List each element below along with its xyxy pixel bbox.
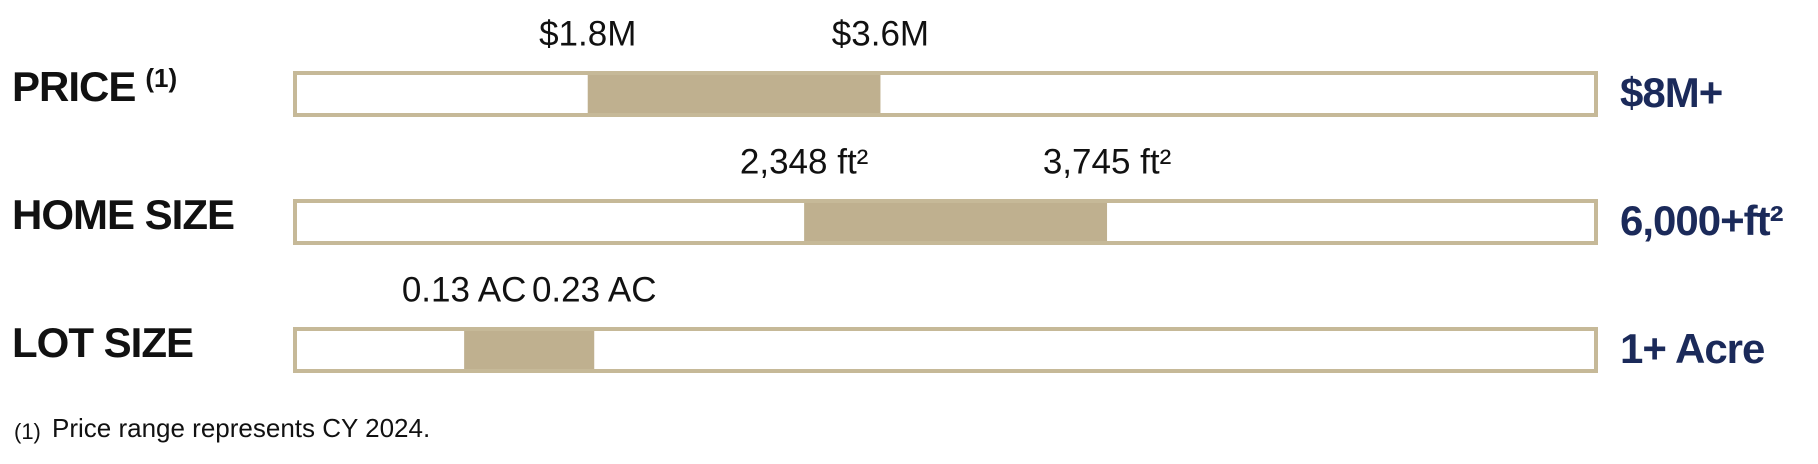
max-label: 6,000+ft² — [1620, 197, 1784, 244]
range-bar — [464, 331, 595, 369]
row-label: LOT SIZE — [12, 319, 193, 366]
range-bar — [804, 203, 1108, 241]
low-label: $1.8M — [539, 14, 636, 53]
low-label: 0.13 AC — [402, 270, 527, 309]
high-label: $3.6M — [832, 14, 929, 53]
max-label: 1+ Acre — [1620, 325, 1764, 372]
max-label: $8M+ — [1620, 69, 1722, 116]
row-label: HOME SIZE — [12, 191, 234, 238]
range-bar — [587, 75, 881, 113]
footnote: Price range represents CY 2024. — [52, 413, 430, 443]
row-note: (1) — [145, 63, 177, 93]
high-label: 3,745 ft² — [1043, 142, 1171, 181]
row-label: PRICE — [12, 63, 135, 110]
low-label: 2,348 ft² — [740, 142, 868, 181]
range-track — [293, 71, 1598, 117]
footnote-mark: (1) — [14, 419, 41, 444]
high-label: 0.23 AC — [532, 270, 657, 309]
